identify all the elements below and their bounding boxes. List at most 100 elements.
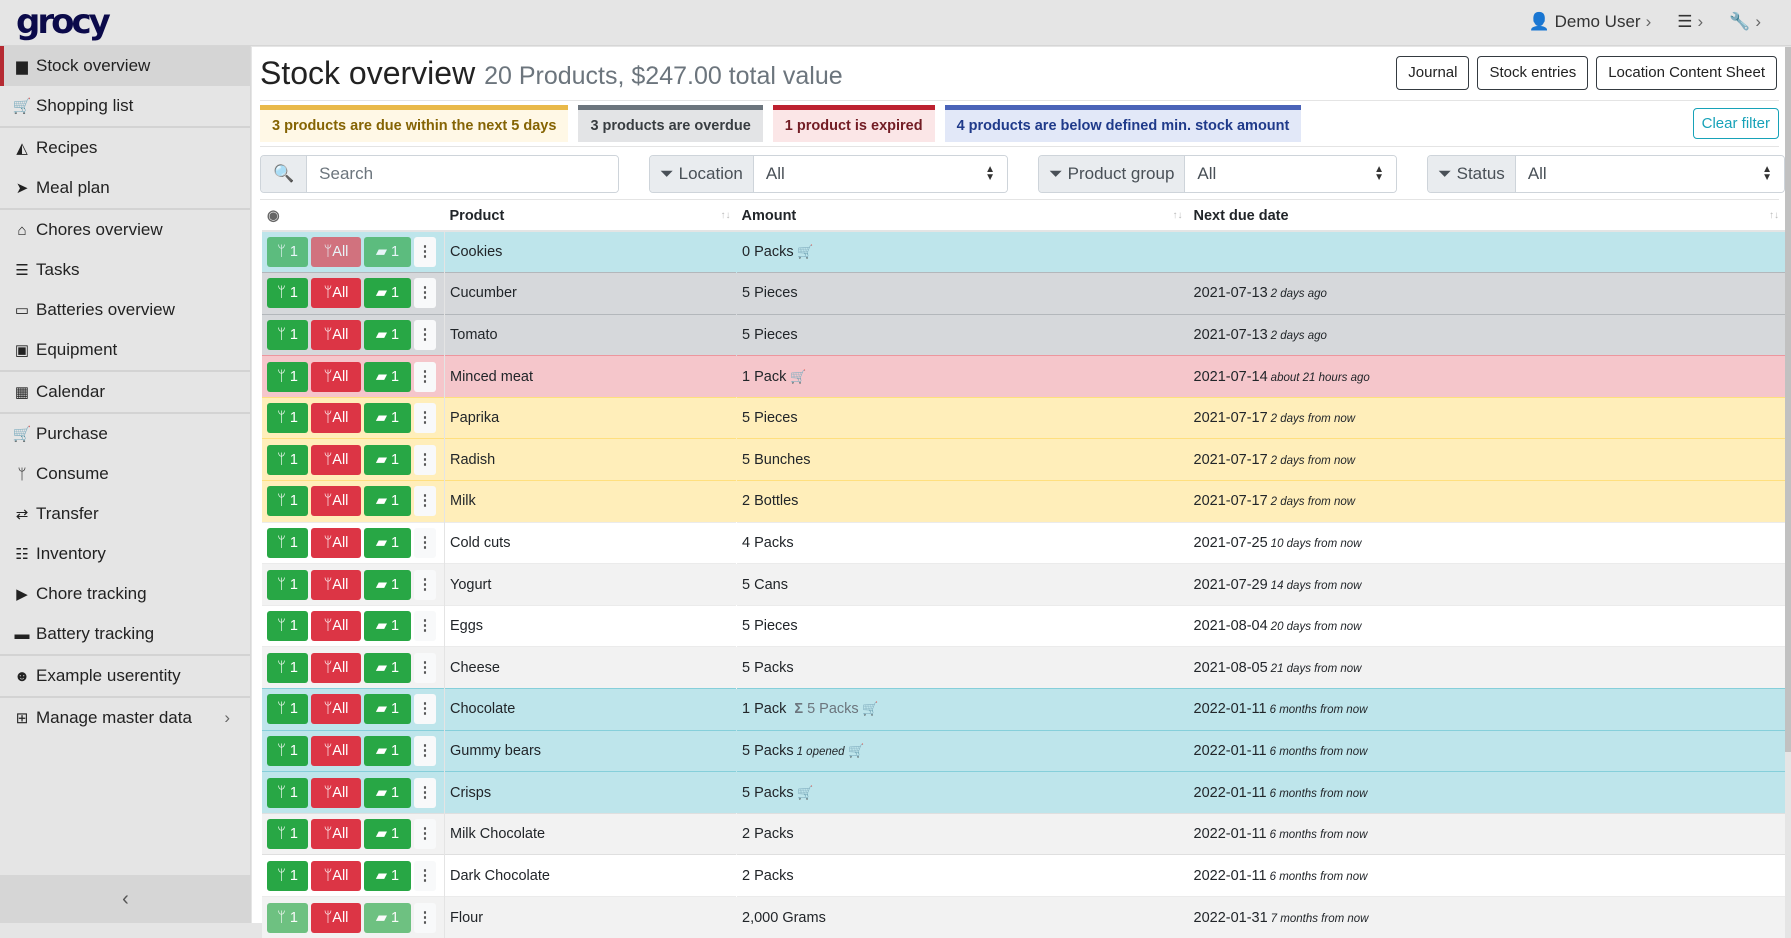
product-name[interactable]: Milk [445, 481, 737, 523]
sidebar-item-meal-plan[interactable]: ➤Meal plan [0, 168, 250, 208]
scrollbar[interactable] [1785, 47, 1791, 752]
status-alert[interactable]: 4 products are below defined min. stock … [945, 105, 1302, 142]
product-name[interactable]: Chocolate [445, 689, 737, 731]
consume-all-button[interactable]: ᛘAll [311, 278, 361, 308]
consume-one-button[interactable]: ᛘ 1 [267, 861, 308, 891]
product-name[interactable]: Milk Chocolate [445, 813, 737, 855]
more-actions-button[interactable]: ⋮ [414, 778, 436, 808]
consume-one-button[interactable]: ᛘ 1 [267, 653, 308, 683]
more-actions-button[interactable]: ⋮ [414, 819, 436, 849]
open-one-button[interactable]: ▰ 1 [364, 486, 411, 516]
product-name[interactable]: Cheese [445, 647, 737, 689]
consume-one-button[interactable]: ᛘ 1 [267, 570, 308, 600]
more-actions-button[interactable]: ⋮ [414, 362, 436, 392]
open-one-button[interactable]: ▰ 1 [364, 237, 411, 267]
more-actions-button[interactable]: ⋮ [414, 486, 436, 516]
sidebar-item-equipment[interactable]: ▣Equipment [0, 330, 250, 370]
consume-all-button[interactable]: ᛘAll [311, 694, 361, 724]
consume-all-button[interactable]: ᛘAll [311, 903, 361, 933]
sidebar-item-chore-tracking[interactable]: ▶Chore tracking [0, 574, 250, 614]
tools-menu[interactable]: 🔧› [1729, 12, 1761, 32]
open-one-button[interactable]: ▰ 1 [364, 861, 411, 891]
open-one-button[interactable]: ▰ 1 [364, 320, 411, 350]
product-name[interactable]: Radish [445, 439, 737, 481]
product-name[interactable]: Cucumber [445, 273, 737, 315]
sidebar-item-calendar[interactable]: ▦Calendar [0, 372, 250, 412]
open-one-button[interactable]: ▰ 1 [364, 278, 411, 308]
open-one-button[interactable]: ▰ 1 [364, 778, 411, 808]
product-group-select[interactable]: All▲▼ [1185, 156, 1396, 192]
sidebar-item-shopping-list[interactable]: 🛒Shopping list [0, 86, 250, 126]
consume-one-button[interactable]: ᛘ 1 [267, 362, 308, 392]
status-alert[interactable]: 3 products are overdue [578, 105, 762, 142]
product-name[interactable]: Cold cuts [445, 522, 737, 564]
product-name[interactable]: Crisps [445, 772, 737, 814]
product-name[interactable]: Cookies [445, 231, 737, 273]
consume-all-button[interactable]: ᛘAll [311, 611, 361, 641]
open-one-button[interactable]: ▰ 1 [364, 819, 411, 849]
consume-one-button[interactable]: ᛘ 1 [267, 903, 308, 933]
location-select[interactable]: All▲▼ [754, 156, 1007, 192]
column-visibility-toggle[interactable]: ◉ [262, 201, 445, 231]
open-one-button[interactable]: ▰ 1 [364, 528, 411, 558]
open-one-button[interactable]: ▰ 1 [364, 362, 411, 392]
journal-button[interactable]: Journal [1396, 56, 1469, 90]
user-menu[interactable]: 👤 Demo User› [1529, 12, 1652, 32]
more-actions-button[interactable]: ⋮ [414, 611, 436, 641]
more-actions-button[interactable]: ⋮ [414, 320, 436, 350]
consume-one-button[interactable]: ᛘ 1 [267, 320, 308, 350]
header-next-due-date[interactable]: Next due date↑↓ [1189, 201, 1786, 231]
consume-one-button[interactable]: ᛘ 1 [267, 486, 308, 516]
product-name[interactable]: Gummy bears [445, 730, 737, 772]
consume-all-button[interactable]: ᛘAll [311, 819, 361, 849]
status-alert[interactable]: 3 products are due within the next 5 day… [260, 105, 568, 142]
consume-all-button[interactable]: ᛘAll [311, 486, 361, 516]
sidebar-item-example-userentity[interactable]: ☻Example userentity [0, 656, 250, 696]
consume-one-button[interactable]: ᛘ 1 [267, 403, 308, 433]
consume-one-button[interactable]: ᛘ 1 [267, 736, 308, 766]
status-alert[interactable]: 1 product is expired [773, 105, 935, 142]
consume-all-button[interactable]: ᛘAll [311, 362, 361, 392]
product-name[interactable]: Yogurt [445, 564, 737, 606]
consume-one-button[interactable]: ᛘ 1 [267, 528, 308, 558]
consume-one-button[interactable]: ᛘ 1 [267, 611, 308, 641]
open-one-button[interactable]: ▰ 1 [364, 611, 411, 641]
consume-all-button[interactable]: ᛘAll [311, 320, 361, 350]
more-actions-button[interactable]: ⋮ [414, 237, 436, 267]
consume-all-button[interactable]: ᛘAll [311, 778, 361, 808]
consume-one-button[interactable]: ᛘ 1 [267, 445, 308, 475]
more-actions-button[interactable]: ⋮ [414, 403, 436, 433]
search-input[interactable]: Search [307, 156, 618, 192]
sidebar-item-transfer[interactable]: ⇄Transfer [0, 494, 250, 534]
consume-all-button[interactable]: ᛘAll [311, 237, 361, 267]
consume-all-button[interactable]: ᛘAll [311, 528, 361, 558]
more-actions-button[interactable]: ⋮ [414, 528, 436, 558]
consume-all-button[interactable]: ᛘAll [311, 653, 361, 683]
open-one-button[interactable]: ▰ 1 [364, 445, 411, 475]
consume-one-button[interactable]: ᛘ 1 [267, 778, 308, 808]
open-one-button[interactable]: ▰ 1 [364, 903, 411, 933]
sidebar-item-tasks[interactable]: ☰Tasks [0, 250, 250, 290]
more-actions-button[interactable]: ⋮ [414, 570, 436, 600]
sidebar-item-chores-overview[interactable]: ⌂Chores overview [0, 210, 250, 250]
sidebar-item-purchase[interactable]: 🛒Purchase [0, 414, 250, 454]
consume-one-button[interactable]: ᛘ 1 [267, 819, 308, 849]
product-name[interactable]: Flour [445, 897, 737, 938]
sidebar-collapse-button[interactable]: ‹ [0, 875, 251, 923]
consume-one-button[interactable]: ᛘ 1 [267, 278, 308, 308]
product-name[interactable]: Dark Chocolate [445, 855, 737, 897]
sidebar-item-inventory[interactable]: ☷Inventory [0, 534, 250, 574]
product-name[interactable]: Minced meat [445, 356, 737, 398]
more-actions-button[interactable]: ⋮ [414, 445, 436, 475]
more-actions-button[interactable]: ⋮ [414, 694, 436, 724]
more-actions-button[interactable]: ⋮ [414, 653, 436, 683]
sidebar-item-manage-master-data[interactable]: ⊞Manage master data› [0, 698, 250, 738]
sidebar-item-battery-tracking[interactable]: ▬Battery tracking [0, 614, 250, 654]
sidebar-item-batteries-overview[interactable]: ▭Batteries overview [0, 290, 250, 330]
product-name[interactable]: Eggs [445, 605, 737, 647]
header-product[interactable]: Product↑↓ [445, 201, 737, 231]
product-name[interactable]: Tomato [445, 314, 737, 356]
clear-filter-button[interactable]: Clear filter [1693, 108, 1779, 139]
open-one-button[interactable]: ▰ 1 [364, 570, 411, 600]
